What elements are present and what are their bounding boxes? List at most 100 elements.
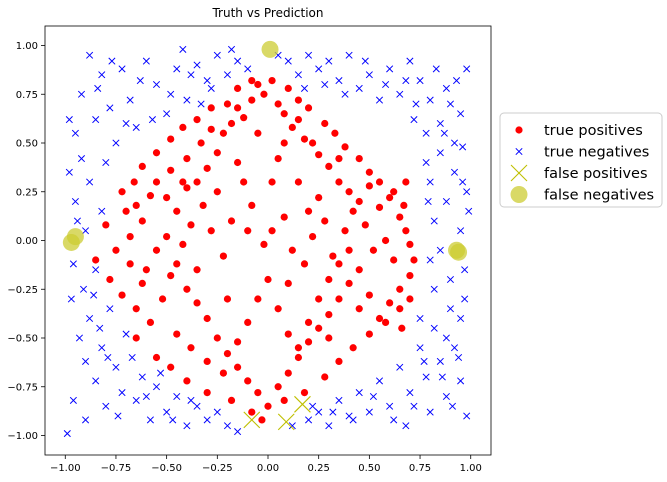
x-tick-label: −0.50 bbox=[151, 463, 182, 474]
data-point bbox=[277, 413, 295, 431]
data-point bbox=[75, 334, 84, 342]
data-point bbox=[227, 217, 236, 225]
data-point bbox=[300, 84, 309, 92]
data-point bbox=[207, 104, 215, 112]
data-point bbox=[213, 51, 221, 59]
data-point bbox=[382, 80, 390, 89]
data-point bbox=[361, 57, 369, 65]
data-point bbox=[86, 178, 94, 186]
data-point bbox=[169, 416, 177, 424]
data-point bbox=[284, 330, 292, 338]
data-point bbox=[179, 178, 187, 186]
data-point bbox=[335, 396, 343, 404]
data-point bbox=[122, 330, 130, 338]
data-point bbox=[138, 279, 146, 287]
data-point bbox=[167, 363, 175, 371]
data-point bbox=[77, 90, 86, 98]
data-point bbox=[448, 241, 466, 259]
series-false-negatives bbox=[62, 40, 468, 261]
data-point bbox=[268, 227, 276, 235]
data-point bbox=[152, 80, 161, 89]
legend-label: true positives bbox=[544, 123, 643, 139]
data-point bbox=[173, 392, 181, 401]
data-point bbox=[450, 168, 459, 176]
data-point bbox=[386, 194, 394, 202]
data-point bbox=[148, 116, 156, 124]
data-point bbox=[304, 416, 313, 424]
data-point bbox=[104, 353, 112, 362]
data-point bbox=[223, 350, 232, 358]
data-point bbox=[65, 116, 73, 124]
data-point bbox=[213, 334, 221, 342]
y-tick-label: 1.00 bbox=[16, 41, 38, 52]
data-point bbox=[187, 344, 195, 352]
data-point bbox=[400, 201, 408, 209]
data-point bbox=[284, 369, 292, 377]
legend-marker bbox=[515, 147, 523, 156]
data-point bbox=[268, 178, 276, 186]
data-point bbox=[219, 252, 227, 260]
legend-marker bbox=[510, 164, 528, 182]
data-point bbox=[102, 402, 110, 410]
data-point bbox=[203, 164, 211, 172]
data-point bbox=[284, 57, 292, 65]
data-point bbox=[203, 416, 211, 424]
data-point bbox=[193, 61, 201, 69]
data-point bbox=[448, 402, 457, 410]
data-point bbox=[248, 201, 256, 209]
data-point bbox=[92, 266, 100, 274]
data-point bbox=[280, 139, 288, 147]
data-point bbox=[280, 213, 288, 221]
data-point bbox=[233, 104, 242, 112]
data-point bbox=[183, 96, 191, 104]
data-point bbox=[254, 389, 262, 397]
data-point bbox=[98, 344, 106, 352]
data-point bbox=[375, 377, 384, 385]
data-point bbox=[335, 155, 343, 163]
data-point bbox=[248, 96, 256, 104]
data-point bbox=[219, 369, 227, 377]
data-point bbox=[81, 227, 90, 235]
data-point bbox=[325, 57, 333, 65]
data-point bbox=[142, 392, 150, 401]
data-point bbox=[268, 77, 276, 85]
data-point bbox=[152, 178, 161, 186]
data-point bbox=[355, 155, 363, 163]
data-point bbox=[132, 396, 140, 404]
data-point bbox=[461, 266, 469, 274]
x-tick-label: 0.50 bbox=[358, 463, 380, 474]
data-point bbox=[442, 334, 450, 342]
data-point bbox=[457, 227, 465, 235]
data-point bbox=[304, 318, 313, 326]
data-point bbox=[86, 314, 94, 323]
data-point bbox=[325, 162, 333, 170]
data-point bbox=[118, 291, 126, 299]
data-point bbox=[183, 377, 191, 385]
data-point bbox=[207, 227, 215, 235]
data-point bbox=[90, 291, 98, 299]
data-point bbox=[304, 338, 313, 346]
data-point bbox=[335, 178, 343, 186]
data-point bbox=[446, 100, 455, 108]
data-point bbox=[118, 389, 126, 397]
data-point bbox=[406, 389, 414, 397]
data-point bbox=[179, 45, 187, 53]
data-point bbox=[331, 129, 339, 137]
data-point bbox=[365, 71, 373, 79]
data-point bbox=[300, 135, 309, 143]
data-point bbox=[163, 408, 171, 416]
data-point bbox=[398, 324, 406, 332]
y-tick-label: −0.75 bbox=[7, 382, 38, 393]
data-point bbox=[254, 129, 262, 137]
data-point bbox=[233, 338, 242, 346]
data-point bbox=[203, 77, 211, 85]
data-point bbox=[436, 357, 444, 365]
data-point bbox=[213, 149, 221, 157]
data-point bbox=[234, 57, 242, 65]
data-point bbox=[315, 408, 323, 416]
data-point bbox=[304, 51, 313, 59]
data-point bbox=[315, 194, 323, 202]
data-point bbox=[420, 357, 428, 365]
data-point bbox=[92, 256, 100, 264]
data-point bbox=[457, 377, 465, 385]
